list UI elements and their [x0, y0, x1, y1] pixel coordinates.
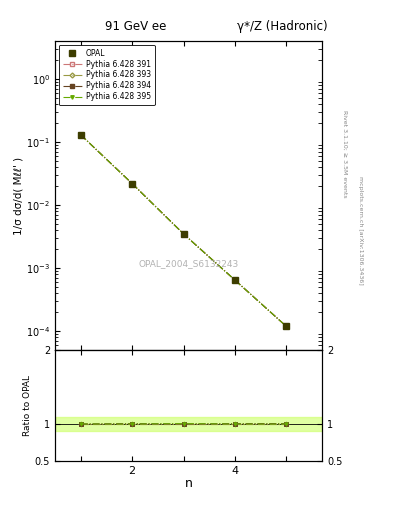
Text: mcplots.cern.ch [arXiv:1306.3436]: mcplots.cern.ch [arXiv:1306.3436]: [358, 176, 363, 285]
Y-axis label: 1/σ dσ/d( Mℓℓ' ): 1/σ dσ/d( Mℓℓ' ): [13, 157, 23, 234]
Y-axis label: Ratio to OPAL: Ratio to OPAL: [23, 375, 32, 436]
Text: 91 GeV ee: 91 GeV ee: [105, 20, 166, 33]
Text: γ*/Z (Hadronic): γ*/Z (Hadronic): [237, 20, 327, 33]
Text: OPAL_2004_S6132243: OPAL_2004_S6132243: [138, 259, 239, 268]
Legend: OPAL, Pythia 6.428 391, Pythia 6.428 393, Pythia 6.428 394, Pythia 6.428 395: OPAL, Pythia 6.428 391, Pythia 6.428 393…: [59, 45, 154, 105]
Bar: [55, 417, 322, 431]
X-axis label: n: n: [185, 477, 193, 490]
Text: Rivet 3.1.10; ≥ 3.5M events: Rivet 3.1.10; ≥ 3.5M events: [342, 110, 347, 198]
